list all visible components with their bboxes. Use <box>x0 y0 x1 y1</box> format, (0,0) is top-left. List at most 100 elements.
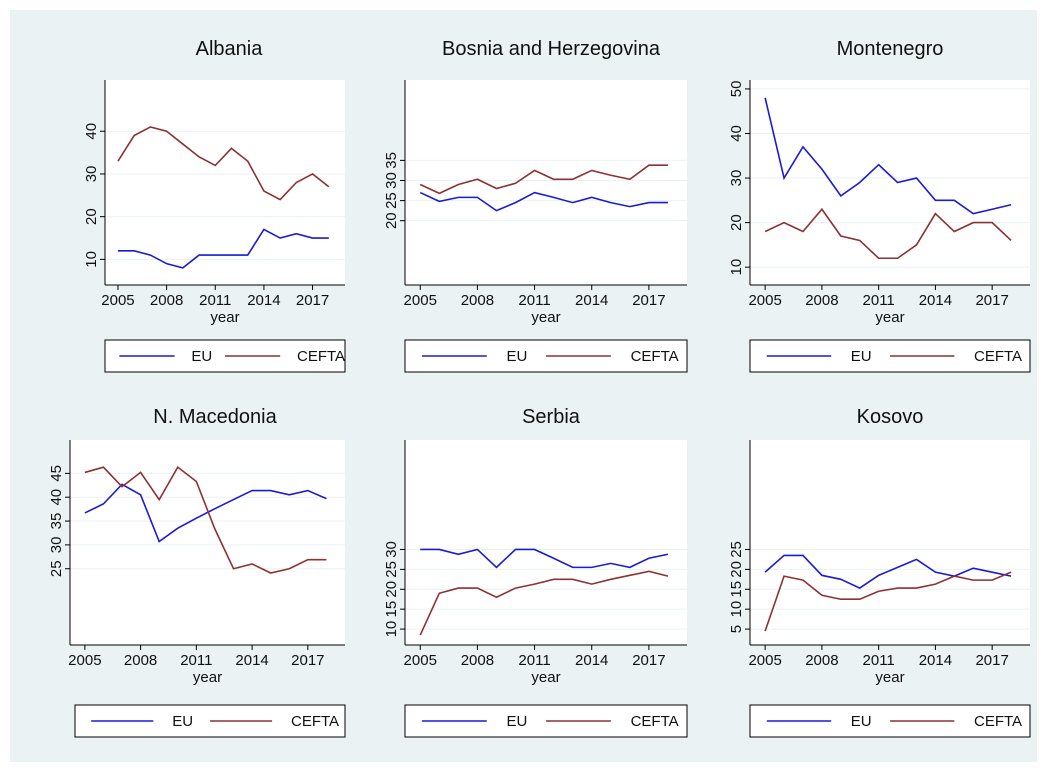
x-tick-label: 2011 <box>518 292 550 309</box>
series-line <box>117 228 329 269</box>
legend-label: CEFTA <box>297 348 345 365</box>
legend-label: EU <box>507 348 528 365</box>
x-tick-label: 2017 <box>632 652 665 669</box>
panel-title: Albania <box>196 38 264 60</box>
y-tick-label: 10 <box>83 251 100 268</box>
x-axis-label: year <box>210 309 239 326</box>
x-axis-label: year <box>531 669 560 686</box>
y-tick-label: 20 <box>383 581 400 598</box>
x-tick-label: 2017 <box>296 292 329 309</box>
y-tick-label: 10 <box>728 259 745 276</box>
legend-label: CEFTA <box>631 713 679 730</box>
x-tick-label: 2005 <box>68 652 101 669</box>
x-tick-label: 2008 <box>124 652 157 669</box>
y-tick-label: 30 <box>83 166 100 183</box>
y-tick-label: 35 <box>383 152 400 169</box>
legend-label: EU <box>851 713 872 730</box>
x-tick-label: 2005 <box>748 652 781 669</box>
plot-region <box>405 440 687 645</box>
x-tick-label: 2011 <box>180 652 212 669</box>
y-tick-label: 40 <box>83 123 100 140</box>
y-tick-label: 25 <box>48 560 65 577</box>
y-tick-label: 25 <box>383 561 400 578</box>
y-tick-label: 45 <box>48 465 65 482</box>
x-tick-label: 2017 <box>291 652 324 669</box>
x-tick-label: 2008 <box>150 292 183 309</box>
x-tick-label: 2014 <box>235 652 268 669</box>
series-line <box>117 126 330 201</box>
y-tick-label: 40 <box>728 125 745 142</box>
legend-label: EU <box>172 713 193 730</box>
y-tick-label: 15 <box>728 581 745 598</box>
panel-title: Montenegro <box>837 38 944 60</box>
panel-title: Serbia <box>522 406 581 428</box>
x-tick-label: 2011 <box>863 652 895 669</box>
x-tick-label: 2014 <box>575 292 608 309</box>
x-axis-label: year <box>875 309 904 326</box>
y-tick-label: 10 <box>383 621 400 638</box>
y-tick-label: 20 <box>728 214 745 231</box>
x-tick-label: 2005 <box>404 292 437 309</box>
series-line <box>84 483 327 543</box>
legend-label: EU <box>507 713 528 730</box>
series-line <box>764 554 1012 589</box>
legend-label: CEFTA <box>974 713 1022 730</box>
legend-label: CEFTA <box>631 348 679 365</box>
legend-label: CEFTA <box>974 348 1022 365</box>
series-line <box>84 465 327 574</box>
series-line <box>419 164 668 195</box>
x-tick-label: 2017 <box>975 652 1008 669</box>
x-axis-label: year <box>193 669 222 686</box>
x-tick-label: 2017 <box>632 292 665 309</box>
y-tick-label: 20 <box>728 561 745 578</box>
y-tick-label: 5 <box>728 625 745 633</box>
x-tick-label: 2014 <box>919 292 952 309</box>
series-line <box>764 97 1012 215</box>
plot-region <box>70 440 345 645</box>
y-tick-label: 30 <box>728 170 745 187</box>
x-tick-label: 2014 <box>919 652 952 669</box>
y-tick-label: 10 <box>728 601 745 618</box>
panel-title: N. Macedonia <box>153 406 277 428</box>
x-tick-label: 2005 <box>101 292 134 309</box>
x-tick-label: 2017 <box>975 292 1008 309</box>
x-tick-label: 2014 <box>247 292 280 309</box>
plot-region <box>750 80 1030 285</box>
x-tick-label: 2008 <box>805 292 838 309</box>
series-line <box>764 571 1012 632</box>
legend-label: EU <box>851 348 872 365</box>
plot-region <box>405 80 687 285</box>
y-tick-label: 15 <box>383 601 400 618</box>
x-tick-label: 2008 <box>805 652 838 669</box>
y-tick-label: 20 <box>383 212 400 229</box>
y-tick-label: 30 <box>383 172 400 189</box>
plot-region <box>750 440 1030 645</box>
y-tick-label: 25 <box>728 541 745 558</box>
x-tick-label: 2011 <box>199 292 231 309</box>
panel-title: Kosovo <box>857 406 924 428</box>
y-tick-label: 50 <box>728 81 745 98</box>
legend-label: CEFTA <box>291 713 339 730</box>
x-tick-label: 2008 <box>461 652 494 669</box>
plot-region <box>105 80 345 285</box>
y-tick-label: 30 <box>383 541 400 558</box>
x-axis-label: year <box>875 669 904 686</box>
y-tick-label: 30 <box>48 537 65 554</box>
y-tick-label: 25 <box>383 192 400 209</box>
y-tick-label: 40 <box>48 489 65 506</box>
x-tick-label: 2005 <box>404 652 437 669</box>
x-tick-label: 2014 <box>575 652 608 669</box>
panel-title: Bosnia and Herzegovina <box>442 38 661 60</box>
legend-label: EU <box>191 348 212 365</box>
x-tick-label: 2011 <box>863 292 895 309</box>
series-line <box>419 191 668 212</box>
x-tick-label: 2011 <box>518 652 550 669</box>
series-line <box>764 207 1012 260</box>
y-tick-label: 35 <box>48 513 65 530</box>
y-tick-label: 20 <box>83 208 100 225</box>
x-tick-label: 2005 <box>748 292 781 309</box>
x-tick-label: 2008 <box>461 292 494 309</box>
series-line <box>419 570 669 636</box>
series-line <box>420 548 669 569</box>
